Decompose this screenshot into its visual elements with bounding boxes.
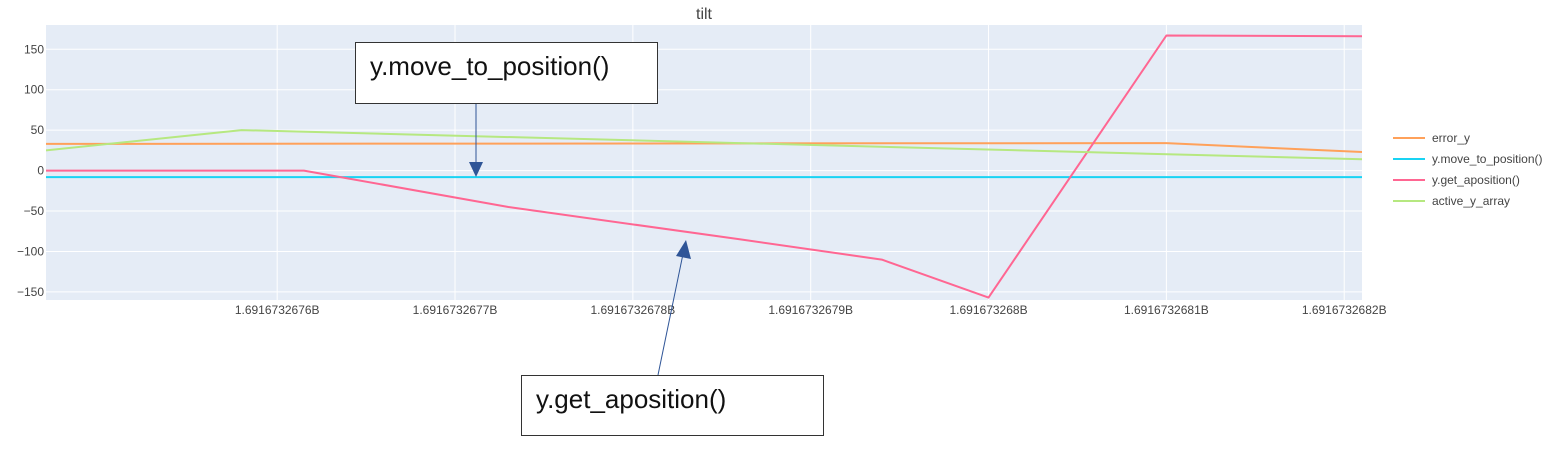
- y-tick-label: 0: [37, 164, 44, 178]
- arrow-get-aposition: [657, 253, 684, 376]
- series-line-3: [46, 129, 1362, 161]
- plot-area: [46, 25, 1362, 300]
- series-layer: [46, 34, 1362, 299]
- x-tick-label: 1.691673268B: [950, 303, 1028, 317]
- legend-item-1[interactable]: y.move_to_position(): [1393, 152, 1543, 166]
- y-tick-label: 150: [24, 42, 44, 56]
- legend[interactable]: error_y y.move_to_position() y.get_apositi…: [1393, 131, 1543, 208]
- x-tick-label: 1.6916732676B: [235, 303, 320, 317]
- legend-label: active_y_array: [1432, 194, 1510, 208]
- legend-item-0[interactable]: error_y: [1393, 131, 1470, 145]
- legend-item-3[interactable]: active_y_array: [1393, 194, 1510, 208]
- annotation-move-to-position: y.move_to_position(): [355, 42, 658, 104]
- y-tick-label: −100: [17, 244, 44, 258]
- chart-title: tilt: [696, 6, 713, 23]
- y-tick-label: 50: [31, 123, 45, 137]
- tick-layer: 150 100 50 0 −50 −100 −150 1.6916732676B 1.69167…: [17, 42, 1387, 317]
- x-tick-label: 1.6916732679B: [768, 303, 853, 317]
- y-tick-label: 100: [24, 83, 44, 97]
- series-line-2: [46, 34, 1362, 299]
- arrowhead: [469, 162, 483, 177]
- annotation-get-aposition: y.get_aposition(): [521, 375, 824, 436]
- y-tick-label: −50: [24, 204, 45, 218]
- y-tick-label: −150: [17, 285, 44, 299]
- legend-label: y.get_aposition(): [1432, 173, 1520, 187]
- legend-label: y.move_to_position(): [1432, 152, 1543, 166]
- legend-label: error_y: [1432, 131, 1470, 145]
- arrowhead: [676, 240, 691, 259]
- x-tick-label: 1.6916732677B: [413, 303, 498, 317]
- x-tick-label: 1.6916732681B: [1124, 303, 1209, 317]
- x-tick-label: 1.6916732678B: [590, 303, 675, 317]
- x-tick-label: 1.6916732682B: [1302, 303, 1387, 317]
- legend-item-2[interactable]: y.get_aposition(): [1393, 173, 1520, 187]
- series-line-0: [46, 142, 1362, 153]
